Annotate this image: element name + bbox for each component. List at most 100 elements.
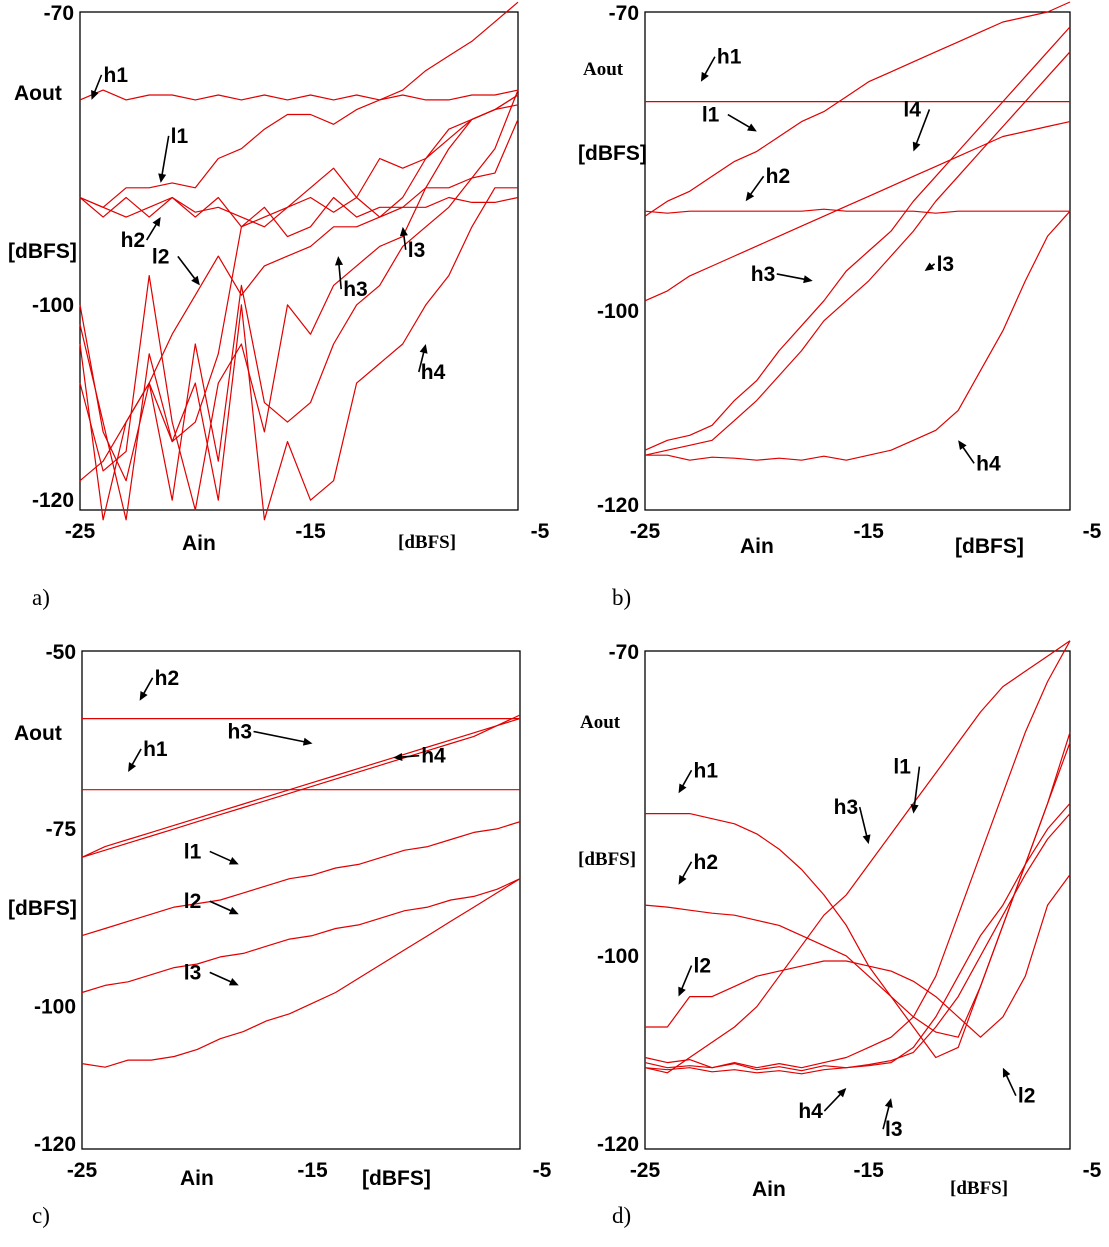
annotation-label: h3 — [228, 720, 253, 743]
arrow-head — [747, 123, 757, 132]
annotation-h3: h3 — [834, 796, 871, 845]
series-line-5 — [79, 196, 519, 482]
series-line-1 — [79, 89, 519, 101]
series-line-4 — [644, 640, 1071, 1074]
y-axis-label-top: Aout — [14, 82, 62, 105]
arrow-head — [678, 986, 686, 997]
y-tick-label: -50 — [46, 641, 76, 664]
series-line-2 — [79, 1, 519, 208]
series-line-7 — [644, 813, 1071, 1072]
annotation-arrow — [913, 109, 931, 149]
y-tick-label: -70 — [609, 2, 639, 25]
chart-panel-d: -70 -100 -120 -25 -15 -5 Aout [dBFS] Ain [dBFS] d)… — [578, 640, 1102, 1228]
annotation-h3: h3 — [751, 263, 813, 286]
annotation-label: l1 — [702, 104, 720, 127]
series-line-3 — [645, 874, 1071, 1038]
annotation-h1: h1 — [91, 64, 128, 100]
annotation-label: h1 — [104, 64, 129, 87]
annotation-label: h3 — [751, 263, 776, 286]
panel-label: c) — [32, 1203, 50, 1228]
annotation-label: h4 — [421, 361, 446, 384]
annotation-h4: h4 — [958, 440, 1001, 475]
annotation-l2: l2 — [152, 245, 200, 286]
x-tick-label: -25 — [67, 1159, 98, 1182]
arrow-head — [91, 90, 99, 100]
annotation-l2: l2 — [678, 955, 711, 997]
arrow-head — [745, 191, 755, 202]
arrow-head — [912, 141, 921, 152]
series-line-6 — [644, 803, 1071, 1075]
annotation-h3: h3 — [334, 256, 368, 301]
annotation-label: l4 — [903, 98, 921, 121]
series-line-3 — [79, 119, 519, 228]
y-axis-label-top: Aout — [580, 712, 621, 733]
series-line-7 — [645, 210, 1071, 461]
arrow-head — [678, 783, 687, 794]
series-line-3 — [81, 718, 521, 858]
x-tick-label: -15 — [854, 1159, 885, 1182]
series-line-4 — [79, 94, 519, 228]
arrow-head — [958, 440, 967, 450]
annotation-l2: l2 — [184, 890, 239, 915]
y-tick-label: -100 — [597, 300, 639, 323]
annotation-label: l1 — [184, 840, 202, 863]
plot-frame — [81, 650, 521, 1150]
series-line-7 — [79, 104, 519, 511]
plot-frame — [644, 11, 1071, 511]
arrow-head — [884, 1098, 893, 1108]
chart-panel-b: -70 -100 -120 -25 -15 -5 Aout [dBFS] Ain [dBFS] b)… — [578, 1, 1102, 610]
annotation-l3: l3 — [882, 1098, 903, 1141]
y-axis-label-unit: [dBFS] — [578, 142, 647, 165]
annotation-label: h4 — [976, 452, 1001, 475]
x-axis-label: Ain — [752, 1178, 786, 1201]
arrow-head — [334, 256, 344, 266]
series-line-6 — [79, 94, 519, 482]
arrow-head — [128, 762, 137, 772]
annotation-label: h4 — [798, 1100, 823, 1123]
annotation-label: l3 — [408, 239, 426, 262]
arrow-head — [924, 262, 935, 271]
annotation-label: l2 — [1018, 1085, 1036, 1108]
annotation-label: l2 — [152, 245, 170, 268]
arrow-head — [302, 737, 313, 746]
y-tick-label: -70 — [609, 641, 639, 664]
annotation-arrow — [160, 135, 170, 181]
y-tick-label: -100 — [597, 945, 639, 968]
y-axis-label-top: Aout — [14, 722, 62, 745]
annotation-l3: l3 — [184, 961, 239, 986]
series-line-4 — [644, 121, 1071, 302]
annotation-label: h1 — [694, 759, 719, 782]
series-line-2 — [644, 1, 1071, 217]
chart-panel-c: -50 -75 -100 -120 -25 -15 -5 Aout [dBFS] Ain [dBFS… — [8, 641, 552, 1228]
arrow-head — [803, 275, 813, 284]
annotation-l4: l4 — [903, 98, 931, 152]
x-axis-label: Ain — [740, 535, 774, 558]
annotation-h2: h2 — [139, 667, 180, 701]
annotation-label: h2 — [155, 667, 180, 690]
annotation-label: l3 — [885, 1118, 903, 1141]
series-line-3 — [644, 208, 1070, 214]
annotation-label: h3 — [343, 278, 368, 301]
x-axis-label-unit: [dBFS] — [950, 1178, 1008, 1199]
arrow-head — [228, 857, 239, 865]
arrow-head — [158, 173, 167, 183]
annotation-l1: l1 — [702, 104, 757, 132]
arrow-head — [910, 804, 919, 814]
y-axis-label-unit: [dBFS] — [578, 849, 636, 870]
x-axis-label: Ain — [180, 1167, 214, 1190]
x-tick-label: -15 — [297, 1159, 328, 1182]
arrow-head — [228, 906, 239, 915]
panel-label: b) — [612, 585, 631, 610]
y-axis-label-unit: [dBFS] — [8, 240, 77, 263]
x-tick-label: -15 — [854, 520, 885, 543]
x-tick-label: -5 — [533, 1159, 552, 1182]
y-tick-label: -75 — [46, 818, 77, 841]
annotation-l2: l2 — [1002, 1067, 1036, 1108]
annotation-h2: h2 — [745, 165, 790, 202]
y-tick-label: -120 — [34, 1133, 76, 1156]
y-tick-label: -120 — [597, 494, 639, 517]
annotation-l1: l1 — [184, 840, 239, 865]
arrow-head — [228, 977, 239, 986]
annotation-label: h1 — [143, 738, 168, 761]
